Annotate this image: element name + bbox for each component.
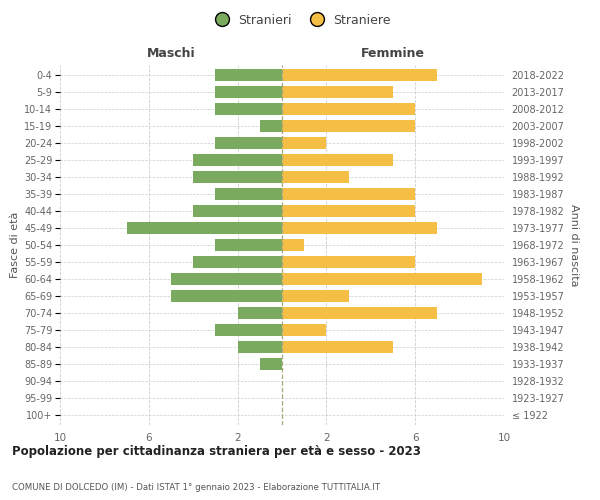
Y-axis label: Fasce di età: Fasce di età (10, 212, 20, 278)
Bar (282, 69, 437, 82)
Bar (282, 341, 393, 353)
Y-axis label: Anni di nascita: Anni di nascita (569, 204, 579, 286)
Bar (260, 120, 282, 132)
Bar (282, 222, 437, 234)
Bar (238, 341, 282, 353)
Bar (260, 358, 282, 370)
Bar (193, 205, 282, 217)
Bar (215, 137, 282, 149)
Bar (171, 290, 282, 302)
Bar (282, 120, 415, 132)
Bar (282, 273, 482, 285)
Bar (215, 103, 282, 116)
Text: Popolazione per cittadinanza straniera per età e sesso - 2023: Popolazione per cittadinanza straniera p… (12, 444, 421, 458)
Bar (282, 86, 393, 99)
Bar (282, 171, 349, 183)
Bar (215, 86, 282, 99)
Bar (282, 239, 304, 251)
Bar (282, 154, 393, 166)
Bar (215, 324, 282, 336)
Bar (171, 273, 282, 285)
Legend: Stranieri, Straniere: Stranieri, Straniere (205, 8, 395, 32)
Bar (215, 188, 282, 200)
Bar (193, 256, 282, 268)
Bar (282, 205, 415, 217)
Bar (238, 307, 282, 319)
Bar (193, 154, 282, 166)
Text: COMUNE DI DOLCEDO (IM) - Dati ISTAT 1° gennaio 2023 - Elaborazione TUTTITALIA.IT: COMUNE DI DOLCEDO (IM) - Dati ISTAT 1° g… (12, 484, 380, 492)
Bar (282, 137, 326, 149)
Text: Femmine: Femmine (361, 47, 425, 60)
Bar (282, 256, 415, 268)
Bar (127, 222, 282, 234)
Bar (282, 324, 326, 336)
Bar (215, 69, 282, 82)
Bar (282, 307, 437, 319)
Bar (215, 239, 282, 251)
Bar (282, 103, 415, 116)
Text: Maschi: Maschi (146, 47, 196, 60)
Bar (282, 290, 349, 302)
Bar (193, 171, 282, 183)
Bar (282, 188, 415, 200)
